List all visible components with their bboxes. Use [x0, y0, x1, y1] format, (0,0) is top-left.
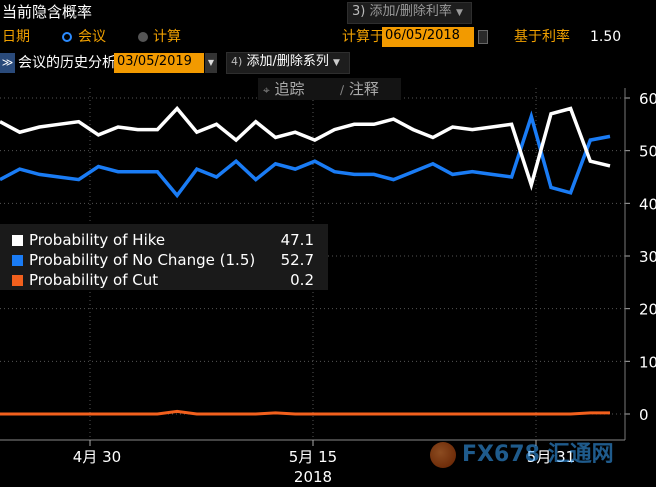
x-axis-ticks: 4月 30 5月 15 5月 31 2018 [0, 439, 625, 486]
calc-at-label: 计算于 [342, 29, 384, 45]
track-label: 追踪 [274, 80, 305, 98]
history-label: 会议的历史分析 [18, 55, 116, 71]
calendar-icon[interactable] [478, 30, 488, 44]
annotate-label: 注释 [348, 80, 379, 98]
chevron-down-icon[interactable]: ▼ [205, 53, 217, 73]
legend-label-no-change: Probability of No Change (1.5) [29, 251, 256, 269]
chart-lines [0, 105, 611, 416]
y-tick-label: 30 [639, 248, 656, 266]
x-tick-label: 5月 31 [527, 448, 575, 466]
x-year-label: 2018 [294, 468, 332, 486]
y-tick-label: 60 [639, 90, 656, 108]
calc-label[interactable]: 计算 [153, 29, 181, 45]
chevron-down-icon: ▼ [332, 58, 340, 68]
calc-date-input[interactable]: 06/05/2018 [382, 27, 474, 47]
chevron-down-icon: ▼ [456, 8, 463, 18]
base-rate-value: 1.50 [590, 29, 622, 45]
base-rate-label: 基于利率 [514, 29, 570, 45]
crosshair-icon: ⌖ [263, 83, 270, 97]
legend-item-cut: Probability of Cut [12, 270, 158, 290]
add-remove-series-button[interactable]: 4) 添加/删除系列 ▼ [226, 52, 350, 74]
collapse-chevron-icon[interactable]: ≫ [0, 53, 15, 73]
page-title: 当前隐含概率 [2, 3, 93, 21]
header-bar [0, 0, 656, 26]
calc-radio-icon[interactable] [138, 32, 148, 42]
series-line-1 [0, 110, 611, 199]
y-tick-label: 0 [639, 406, 649, 424]
watermark-logo-icon [430, 442, 456, 468]
chart-legend: Probability of Hike 47.1 Probability of … [0, 224, 328, 290]
series-line-2 [0, 409, 610, 416]
track-button[interactable]: ⌖ 追踪 [263, 80, 305, 99]
x-tick-label: 5月 15 [289, 448, 337, 466]
date-label: 日期 [2, 29, 30, 45]
legend-swatch-cut [12, 275, 23, 286]
watermark-text: FX678 汇通网 [462, 442, 614, 467]
add-remove-rate-num: 3) [352, 4, 366, 19]
legend-label-hike: Probability of Hike [29, 231, 166, 249]
legend-label-cut: Probability of Cut [29, 271, 159, 289]
meeting-radio-selected-icon[interactable] [62, 32, 72, 42]
legend-item-no-change: Probability of No Change (1.5) [12, 250, 255, 270]
pencil-icon: ∕ [340, 83, 345, 97]
series-line-0 [0, 105, 611, 191]
series-num: 4) [231, 55, 243, 68]
y-tick-label: 20 [639, 301, 656, 319]
legend-value-hike: 47.1 [280, 231, 314, 249]
watermark: FX678 汇通网 [430, 440, 644, 470]
y-tick-label: 40 [639, 195, 656, 213]
legend-swatch-no-change [12, 255, 23, 266]
legend-item-hike: Probability of Hike [12, 230, 165, 250]
legend-value-no-change: 52.7 [280, 251, 314, 269]
meeting-label[interactable]: 会议 [78, 29, 106, 45]
chart-tools [258, 78, 401, 100]
add-remove-rate-label: 添加/删除利率 [369, 4, 452, 19]
legend-swatch-hike [12, 235, 23, 246]
annotate-button[interactable]: ∕ 注释 [340, 80, 379, 99]
series-label: 添加/删除系列 [246, 54, 329, 69]
legend-value-cut: 0.2 [290, 271, 314, 289]
y-tick-label: 10 [639, 353, 656, 371]
y-axis-ticks: 0 10 20 30 40 50 60 [624, 88, 656, 440]
x-tick-label: 4月 30 [73, 448, 121, 466]
history-date-input[interactable]: 03/05/2019 [114, 53, 204, 73]
y-tick-label: 50 [639, 143, 656, 161]
options-bar [0, 26, 656, 50]
add-remove-rate-button[interactable]: 3) 添加/删除利率 ▼ [347, 2, 472, 24]
